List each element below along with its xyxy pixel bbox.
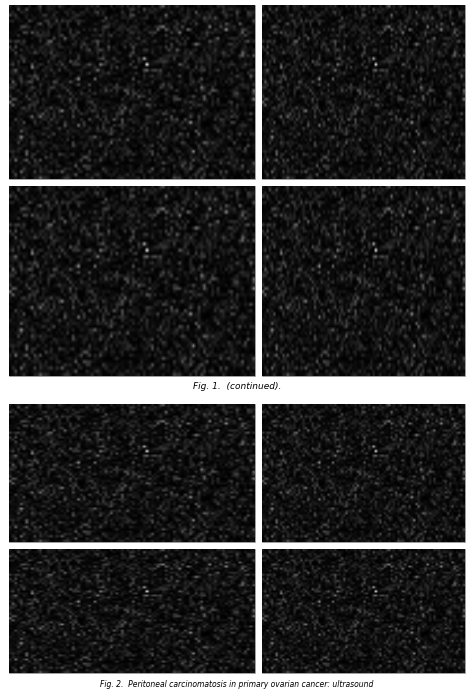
FancyBboxPatch shape bbox=[9, 5, 255, 179]
Text: d: d bbox=[12, 10, 19, 20]
FancyBboxPatch shape bbox=[9, 549, 255, 673]
FancyBboxPatch shape bbox=[9, 186, 255, 376]
FancyBboxPatch shape bbox=[230, 422, 242, 524]
FancyBboxPatch shape bbox=[19, 452, 152, 531]
Text: f: f bbox=[264, 186, 268, 196]
Text: e: e bbox=[12, 186, 18, 196]
Text: b: b bbox=[264, 404, 272, 414]
FancyBboxPatch shape bbox=[19, 441, 66, 458]
Text: d: d bbox=[264, 549, 271, 559]
Text: c: c bbox=[12, 549, 18, 559]
Text: Fig. 2.  Peritoneal carcinomatosis in primary ovarian cancer: ultrasound: Fig. 2. Peritoneal carcinomatosis in pri… bbox=[100, 680, 374, 689]
FancyBboxPatch shape bbox=[262, 404, 465, 542]
Text: a: a bbox=[12, 404, 18, 414]
FancyBboxPatch shape bbox=[262, 549, 465, 673]
Text: Fig. 1.  (continued).: Fig. 1. (continued). bbox=[193, 383, 281, 391]
FancyBboxPatch shape bbox=[262, 5, 465, 179]
FancyBboxPatch shape bbox=[9, 404, 255, 542]
FancyBboxPatch shape bbox=[262, 186, 465, 376]
